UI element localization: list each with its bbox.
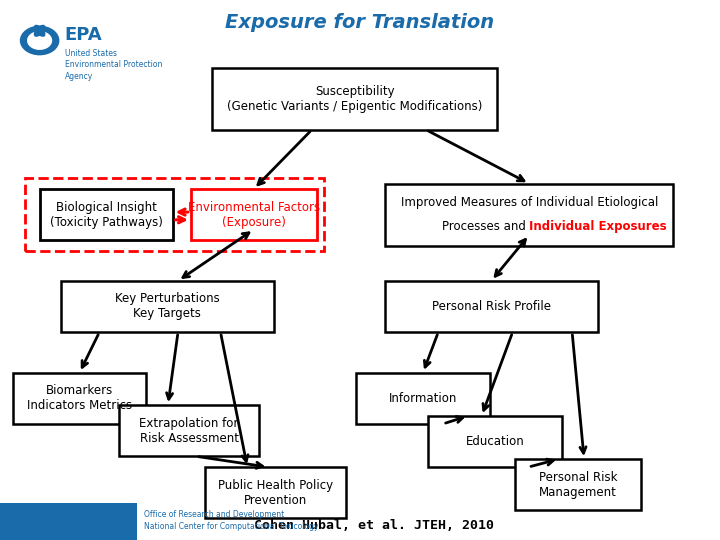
Text: Education: Education [466,435,524,448]
Bar [205,467,346,518]
Ellipse shape [34,25,45,37]
Ellipse shape [27,31,53,50]
Bar [61,281,274,332]
Text: Personal Risk Profile: Personal Risk Profile [432,300,551,313]
Bar [40,189,173,240]
Bar [191,189,317,240]
Bar [515,459,641,510]
Bar [13,373,146,424]
Text: Personal Risk
Management: Personal Risk Management [539,471,617,498]
Text: United States
Environmental Protection
Agency: United States Environmental Protection A… [65,49,162,81]
Text: Processes and: Processes and [441,220,529,233]
Text: EPA: EPA [65,26,102,44]
Text: Exposure for Translation: Exposure for Translation [225,14,495,32]
Bar [385,281,598,332]
Bar [25,178,324,251]
Text: Individual Exposures: Individual Exposures [529,220,667,233]
Bar [212,68,497,130]
Text: Cohen Hubal, et al. JTEH, 2010: Cohen Hubal, et al. JTEH, 2010 [254,519,495,532]
Text: Office of Research and Development
National Center for Computational Toxicology: Office of Research and Development Natio… [144,510,318,531]
Text: Biological Insight
(Toxicity Pathways): Biological Insight (Toxicity Pathways) [50,201,163,228]
Bar [428,416,562,467]
Text: Key Perturbations
Key Targets: Key Perturbations Key Targets [115,293,220,320]
Bar [385,184,673,246]
Bar [356,373,490,424]
Text: Information: Information [389,392,457,405]
Text: Environmental Factors
(Exposure): Environmental Factors (Exposure) [188,201,320,228]
Text: Extrapolation for
Risk Assessment: Extrapolation for Risk Assessment [139,417,239,444]
Bar [0,503,137,540]
Text: Biomarkers
Indicators Metrics: Biomarkers Indicators Metrics [27,384,132,412]
Ellipse shape [19,25,60,56]
Bar [119,405,259,456]
Ellipse shape [34,25,45,37]
Text: Susceptibility
(Genetic Variants / Epigentic Modifications): Susceptibility (Genetic Variants / Epige… [227,85,482,112]
Text: Improved Measures of Individual Etiological: Improved Measures of Individual Etiologi… [400,196,658,210]
Text: Public Health Policy
Prevention: Public Health Policy Prevention [218,479,333,507]
